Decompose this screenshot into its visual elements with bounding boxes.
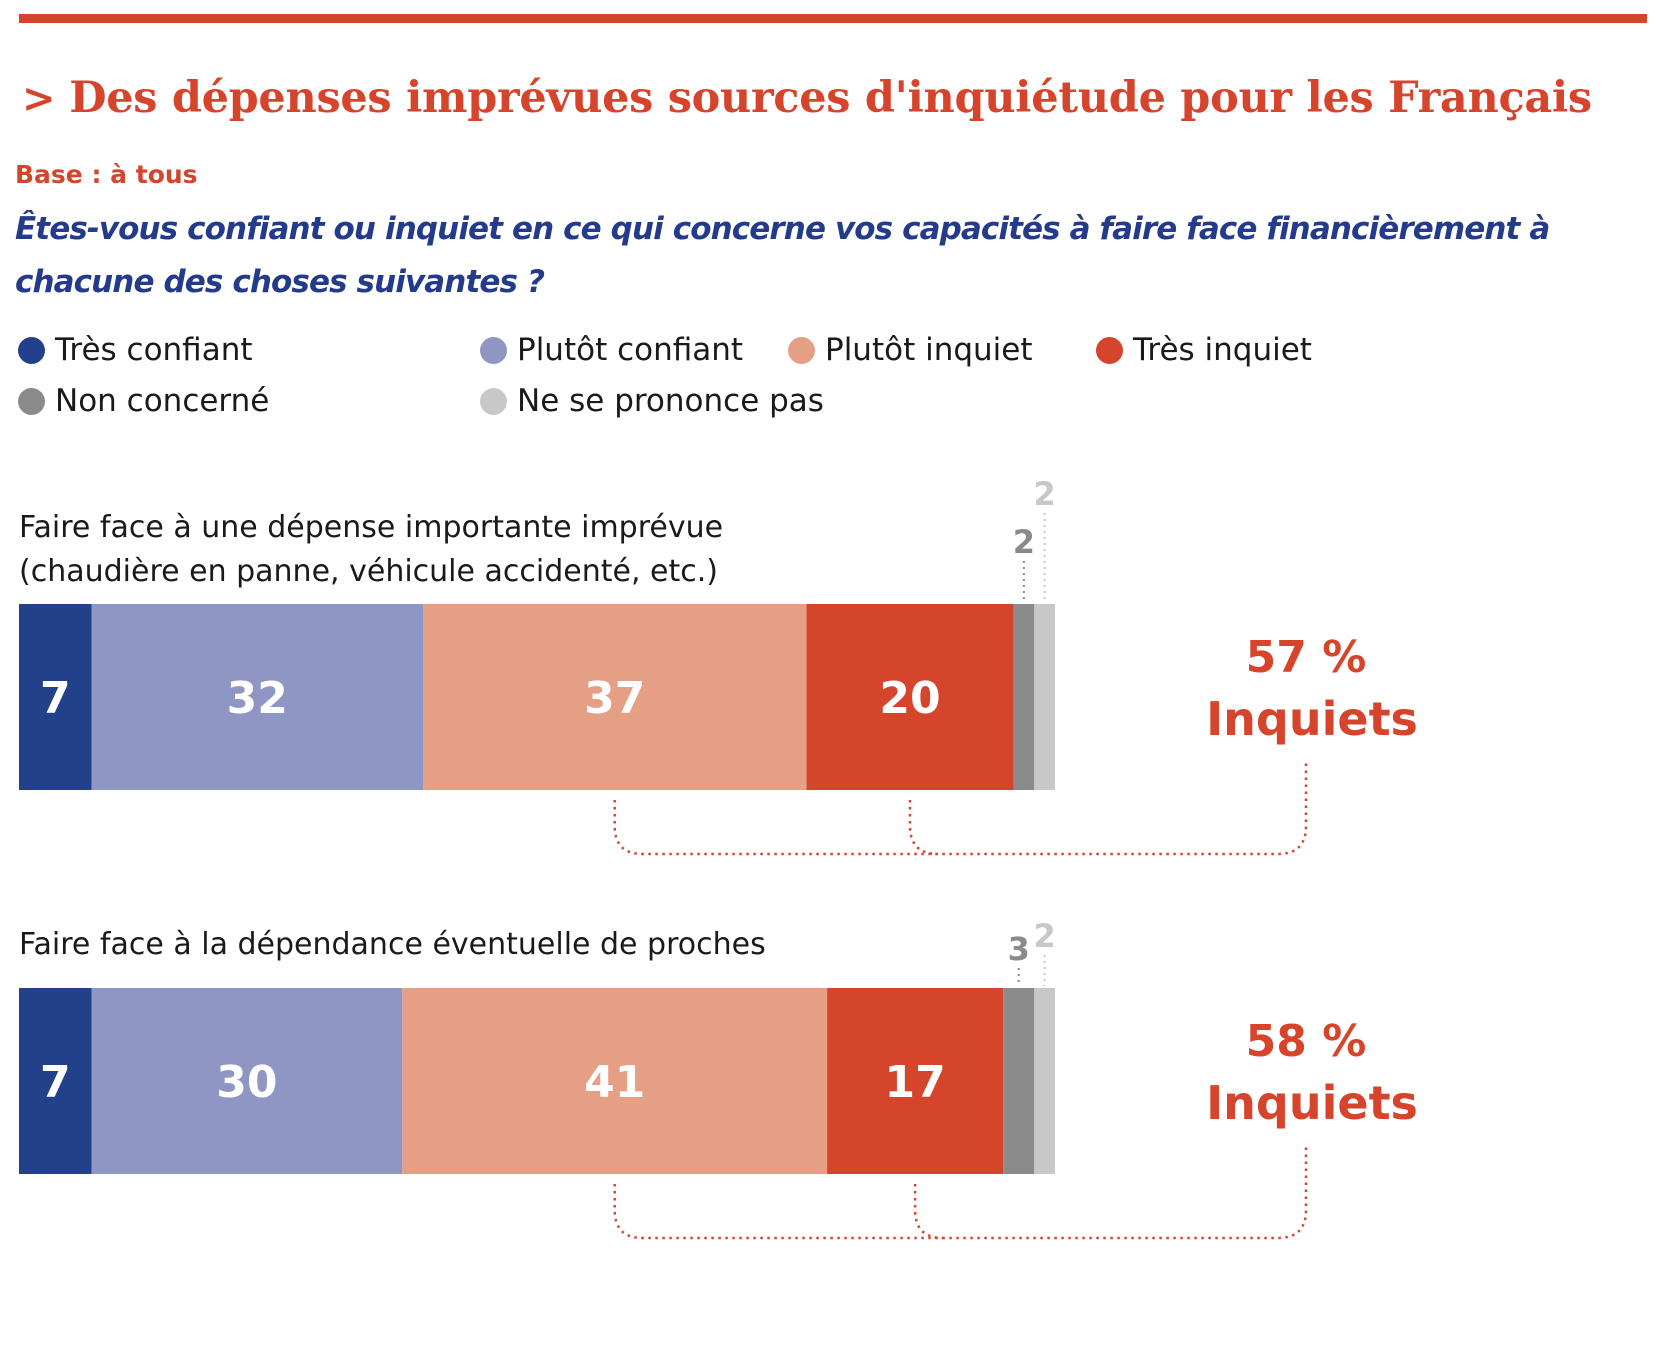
legend-swatch: [18, 336, 45, 364]
bar-segment: [1013, 604, 1035, 790]
total-label: Inquiets: [1206, 692, 1418, 746]
total-brace: [913, 1184, 944, 1240]
legend-label: Plutôt confiant: [517, 332, 744, 368]
total-brace: [908, 800, 939, 856]
chart-title-text: Des dépenses imprévues sources d'inquiét…: [69, 73, 1592, 123]
segment-value-label: 7: [40, 1057, 71, 1108]
small-segment-label: 2: [1013, 523, 1035, 561]
bar-segment: [91, 604, 423, 790]
legend-item: Plutôt inquiet: [788, 332, 1033, 368]
total-brace: [613, 1146, 1308, 1240]
top-rule: [19, 14, 1647, 23]
segment-value-label: 17: [884, 1057, 945, 1108]
bar-segment: [91, 988, 403, 1174]
legend-label: Très inquiet: [1133, 332, 1312, 368]
category-label: Faire face à une dépense importante impr…: [19, 506, 723, 594]
bar-segment: [1034, 988, 1055, 1174]
legend-item: Très inquiet: [1096, 332, 1312, 368]
legend-swatch: [18, 387, 45, 415]
total-percent: 58 %: [1245, 1016, 1367, 1067]
chevron-right-icon: >: [22, 75, 56, 122]
small-segment-label: 2: [1033, 917, 1055, 955]
total-brace: [613, 762, 1308, 856]
total-label: Inquiets: [1206, 1076, 1418, 1130]
legend-item: Ne se prononce pas: [480, 383, 824, 419]
segment-value-label: 30: [216, 1057, 277, 1108]
legend-label: Plutôt inquiet: [825, 332, 1033, 368]
legend-item: Très confiant: [18, 332, 253, 368]
bar-segment: [19, 988, 92, 1174]
legend-label: Ne se prononce pas: [517, 383, 824, 419]
legend-swatch: [788, 336, 815, 364]
small-segment-label: 3: [1008, 930, 1030, 968]
bar-segment: [1003, 988, 1035, 1174]
segment-value-label: 32: [227, 673, 288, 724]
base-note: Base : à tous: [15, 160, 198, 189]
chart-title: > Des dépenses imprévues sources d'inquié…: [22, 72, 1592, 125]
segment-value-label: 7: [40, 673, 71, 724]
bar-segment: [402, 988, 828, 1174]
bar-segment: [423, 604, 807, 790]
legend-swatch: [480, 336, 507, 364]
total-percent: 57 %: [1245, 632, 1367, 683]
bar-segment: [19, 604, 92, 790]
legend-item: Non concerné: [18, 383, 269, 419]
small-segment-label: 2: [1033, 475, 1055, 513]
bar-segment: [806, 604, 1014, 790]
category-label-line: Faire face à la dépendance éventuelle de…: [19, 927, 766, 962]
legend-item: Plutôt confiant: [480, 332, 743, 368]
category-label-line: (chaudière en panne, véhicule accidenté,…: [19, 554, 718, 589]
category-label: Faire face à la dépendance éventuelle de…: [19, 923, 766, 967]
survey-question: Êtes-vous confiant ou inquiet en ce qui …: [15, 211, 1550, 300]
bar-segment: [827, 988, 1004, 1174]
bar-segment: [1034, 604, 1055, 790]
legend-swatch: [480, 387, 507, 415]
category-label-line: Faire face à une dépense importante impr…: [19, 510, 724, 545]
legend-label: Très confiant: [55, 332, 253, 368]
segment-value-label: 41: [584, 1057, 645, 1108]
legend-swatch: [1096, 336, 1123, 364]
legend-label: Non concerné: [55, 383, 270, 419]
segment-value-label: 20: [879, 673, 940, 724]
segment-value-label: 37: [584, 673, 645, 724]
